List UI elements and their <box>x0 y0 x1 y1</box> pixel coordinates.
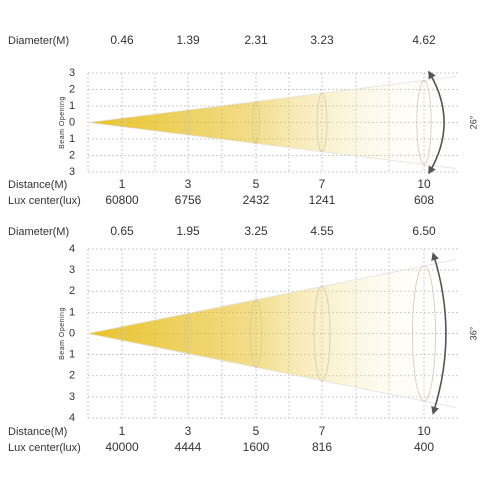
distance-label: Distance(M) <box>8 179 67 191</box>
beam-cross-section <box>184 109 192 136</box>
beam-edge-upper <box>87 76 457 123</box>
y-tick-label: 1 <box>69 100 75 112</box>
beam-cross-section <box>118 326 126 341</box>
diameter-value: 4.55 <box>310 224 334 238</box>
beam-cross-section <box>118 117 126 128</box>
diameter-value: 1.39 <box>176 33 200 47</box>
distance-value: 7 <box>319 424 326 438</box>
diameter-value: 0.65 <box>110 224 134 238</box>
y-tick-label: 2 <box>69 83 75 95</box>
lux-value: 40000 <box>105 440 139 454</box>
y-tick-label: 1 <box>69 306 75 318</box>
lux-value: 6756 <box>175 193 202 207</box>
distance-value: 5 <box>253 424 260 438</box>
distance-value: 3 <box>185 177 192 191</box>
y-tick-label: 3 <box>69 166 75 178</box>
y-tick-label: 2 <box>69 370 75 382</box>
diameter-label: Diameter(M) <box>8 35 69 47</box>
y-axis-title: Beam Opening <box>59 307 66 360</box>
beam-cross-section <box>251 101 261 144</box>
distance-value: 3 <box>185 424 192 438</box>
lux-value: 1241 <box>309 193 336 207</box>
lux-value: 1600 <box>243 440 270 454</box>
lux-value: 2432 <box>243 193 270 207</box>
panel-1: Diameter(M) 0.46 1.39 2.31 3.23 4.623210123Be… <box>8 33 478 207</box>
y-tick-label: 1 <box>69 349 75 361</box>
y-tick-label: 0 <box>69 116 75 128</box>
beam-cone <box>88 259 456 408</box>
y-tick-label: 3 <box>69 391 75 403</box>
y-tick-label: 0 <box>69 327 75 339</box>
distance-value: 10 <box>417 424 431 438</box>
diameter-value: 2.31 <box>244 33 268 47</box>
diameter-value: 1.95 <box>176 224 200 238</box>
lux-value: 608 <box>414 193 434 207</box>
diameter-value: 0.46 <box>110 33 134 47</box>
diameter-value: 3.25 <box>244 224 268 238</box>
y-axis-title: Beam Opening <box>59 96 66 149</box>
diameter-value: 6.50 <box>412 224 436 238</box>
distance-value: 7 <box>319 177 326 191</box>
y-tick-label: 3 <box>69 67 75 79</box>
distance-value: 5 <box>253 177 260 191</box>
beam-angle-label: 36° <box>468 326 478 340</box>
y-tick-label: 2 <box>69 149 75 161</box>
y-tick-label: 1 <box>69 133 75 145</box>
y-tick-label: 2 <box>69 285 75 297</box>
y-tick-label: 4 <box>69 243 75 255</box>
diameter-label: Diameter(M) <box>8 226 69 238</box>
y-tick-label: 4 <box>69 412 75 424</box>
distance-value: 1 <box>119 424 126 438</box>
lux-value: 400 <box>414 440 434 454</box>
beam-cross-section <box>184 312 192 355</box>
lux-value: 816 <box>312 440 332 454</box>
beam-cross-section <box>313 285 331 382</box>
y-tick-label: 3 <box>69 264 75 276</box>
lux-label: Lux center(lux) <box>8 442 81 454</box>
lux-label: Lux center(lux) <box>8 195 81 207</box>
panel-2: Diameter(M) 0.65 1.95 3.25 4.55 6.50432101234… <box>8 224 478 454</box>
beam-cross-section <box>249 299 263 368</box>
beam-angle-arrow <box>428 70 445 175</box>
beam-angle-arrow <box>431 252 447 415</box>
distance-value: 1 <box>119 177 126 191</box>
beam-cross-section <box>316 92 328 153</box>
distance-label: Distance(M) <box>8 426 67 438</box>
lux-value: 60800 <box>105 193 139 207</box>
beam-edge-lower <box>87 333 457 408</box>
beam-edge-lower <box>87 122 457 169</box>
diameter-value: 3.23 <box>310 33 334 47</box>
diameter-value: 4.62 <box>412 33 436 47</box>
beam-edge-upper <box>87 259 457 334</box>
lux-value: 4444 <box>175 440 202 454</box>
distance-value: 10 <box>417 177 431 191</box>
beam-angle-label: 26° <box>468 115 478 129</box>
beam-cone <box>88 76 456 169</box>
